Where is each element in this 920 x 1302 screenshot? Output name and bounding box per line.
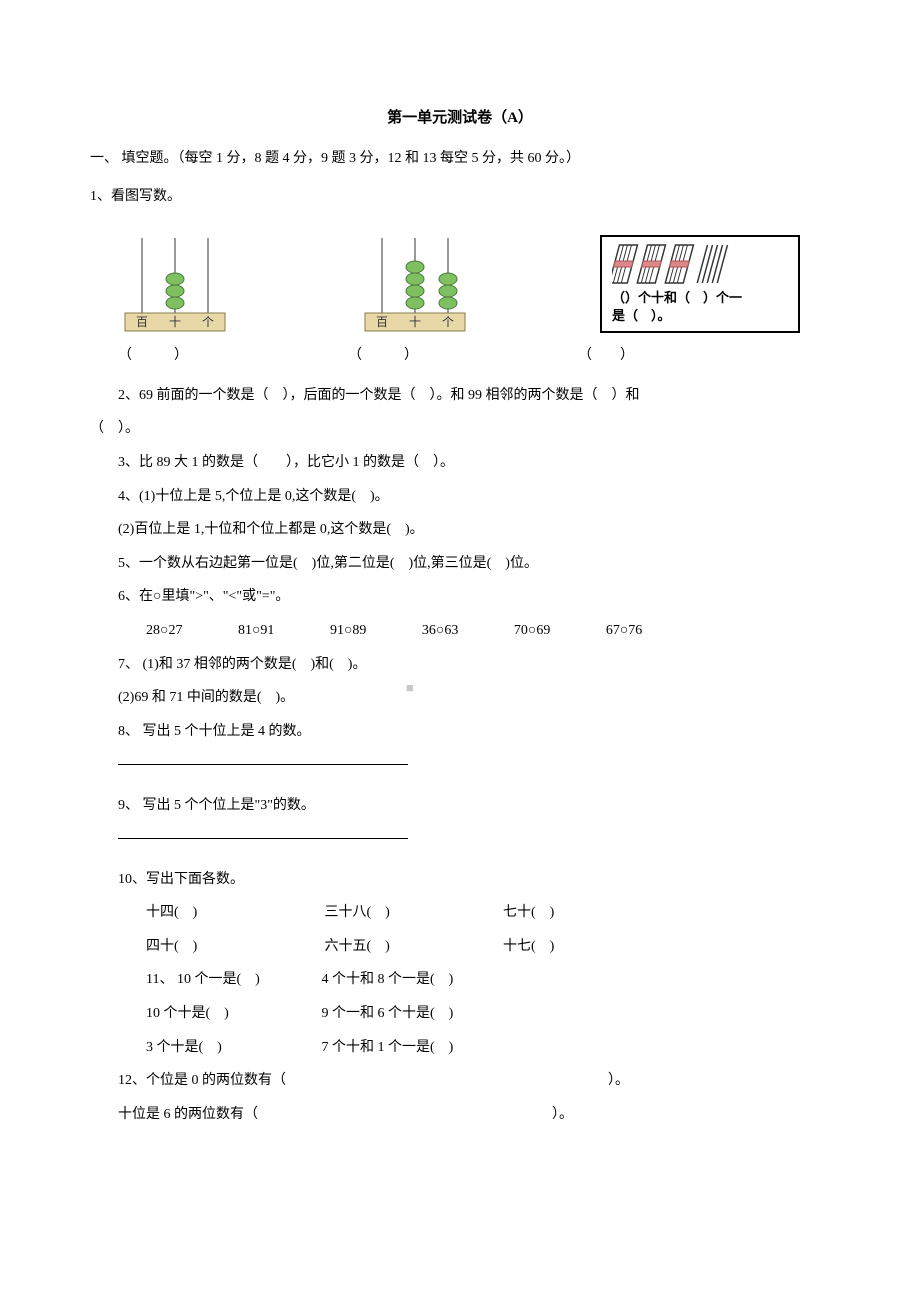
q11-2: 10 个十是( ) 9 个一和 6 个十是( ) <box>90 997 830 1031</box>
q6-item-6: 67○76 <box>578 614 642 648</box>
q7-1: 7、 (1)和 37 相邻的两个数是( )和( )。 <box>90 648 830 682</box>
abacus-2: 百 十 个 <box>360 233 470 333</box>
answer-3: （ ） <box>550 339 710 373</box>
q11-3b: 7 个十和 1 个一是( ) <box>322 1040 454 1055</box>
section-intro: 一、 填空题。（每空 1 分，8 题 4 分，9 题 3 分，12 和 13 每… <box>90 142 830 176</box>
abacus-svg-1: 百 十 个 <box>120 233 230 333</box>
q6-item-2: 81○91 <box>210 614 274 648</box>
answer-row: （ ） （ ） （ ） <box>90 339 830 373</box>
q11-2b: 9 个一和 6 个十是( ) <box>322 1006 454 1021</box>
answer-2: （ ） <box>320 339 550 373</box>
q10-r2-1: 四十( ) <box>118 930 293 964</box>
q10: 10、写出下面各数。 <box>90 863 830 897</box>
q5: 5、一个数从右边起第一位是( )位,第二位是( )位,第三位是( )位。 <box>90 547 830 581</box>
q10-row1: 十四( ) 三十八( ) 七十( ) <box>90 896 830 930</box>
q2: 2、69 前面的一个数是（ ），后面的一个数是（ ）。和 99 相邻的两个数是（… <box>90 379 830 413</box>
q10-r2-3: 十七( ) <box>475 930 650 964</box>
q12b: 十位是 6 的两位数有（ ）。 <box>90 1098 830 1132</box>
q7-2: (2)69 和 71 中间的数是( )。 <box>90 681 830 715</box>
svg-text:个: 个 <box>442 315 454 329</box>
abacus-svg-2: 百 十 个 <box>360 233 470 333</box>
q10-r1-1: 十四( ) <box>118 896 293 930</box>
q11-3: 3 个十是( ) 7 个十和 1 个一是( ) <box>90 1031 830 1065</box>
q10-r1-3: 七十( ) <box>475 896 650 930</box>
q4-1: 4、(1)十位上是 5,个位上是 0,这个数是( )。 <box>90 480 830 514</box>
q10-r2-2: 六十五( ) <box>297 930 472 964</box>
q11-3a: 3 个十是( ) <box>118 1031 318 1065</box>
svg-text:百: 百 <box>136 315 148 329</box>
q9: 9、 写出 5 个个位上是"3"的数。 <box>90 789 830 823</box>
q10-row2: 四十( ) 六十五( ) 十七( ) <box>90 930 830 964</box>
q1-label: 1、看图写数。 <box>90 180 830 214</box>
images-row: 百 十 个 百 十 个 <box>90 233 830 333</box>
q11-1b: 4 个十和 8 个一是( ) <box>322 972 454 987</box>
answer-1: （ ） <box>90 339 320 373</box>
sticks-box: （）个十和（ ）个一 是（ ）。 <box>600 235 800 333</box>
q6-item-5: 70○69 <box>486 614 550 648</box>
q6-item-1: 28○27 <box>118 614 182 648</box>
sticks-text-1: （）个十和（ ）个一 <box>612 289 788 307</box>
page-title: 第一单元测试卷（A） <box>90 100 830 136</box>
q9-blank <box>118 822 408 839</box>
q6-item-4: 36○63 <box>394 614 458 648</box>
q6-item-3: 91○89 <box>302 614 366 648</box>
q4-2: (2)百位上是 1,十位和个位上都是 0,这个数是( )。 <box>90 513 830 547</box>
sticks-svg <box>612 243 732 285</box>
q6: 6、在○里填">"、"<"或"="。 <box>90 580 830 614</box>
q8-blank <box>118 748 408 765</box>
svg-text:十: 十 <box>409 315 421 329</box>
q11-2a: 10 个十是( ) <box>118 997 318 1031</box>
q12: 12、个位是 0 的两位数有（ ）。 <box>90 1064 830 1098</box>
q2b: （ ）。 <box>90 412 830 446</box>
q8: 8、 写出 5 个十位上是 4 的数。 <box>90 715 830 749</box>
sticks-text-2: 是（ ）。 <box>612 307 788 325</box>
abacus-1: 百 十 个 <box>120 233 230 333</box>
svg-text:个: 个 <box>202 315 214 329</box>
q3: 3、比 89 大 1 的数是（ ），比它小 1 的数是（ ）。 <box>90 446 830 480</box>
q11-1: 11、 10 个一是( ) 4 个十和 8 个一是( ) <box>90 963 830 997</box>
q11-1a: 11、 10 个一是( ) <box>118 963 318 997</box>
q10-r1-2: 三十八( ) <box>297 896 472 930</box>
svg-text:十: 十 <box>169 315 181 329</box>
svg-text:百: 百 <box>376 315 388 329</box>
q6-items: 28○27 81○91 91○89 36○63 70○69 67○76 <box>90 614 830 648</box>
